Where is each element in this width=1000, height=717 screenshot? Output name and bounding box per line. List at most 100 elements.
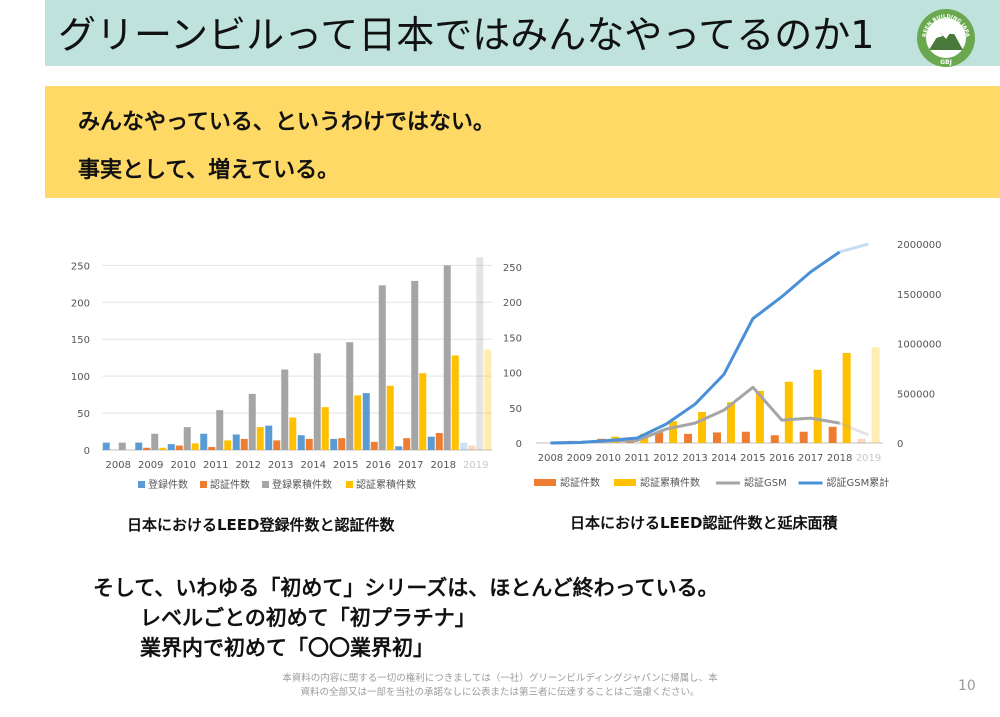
bar — [698, 412, 707, 443]
x-tick-label: 2014 — [711, 453, 736, 464]
bar — [175, 445, 183, 450]
x-tick-label: 2013 — [682, 453, 707, 464]
y-left-tick-label: 100 — [503, 369, 522, 380]
series-line-faded — [839, 421, 870, 437]
legend-label: 認証累積件数 — [356, 478, 416, 491]
y-tick-label: 100 — [71, 372, 90, 383]
y-left-tick-label: 200 — [503, 298, 522, 309]
x-tick-label: 2015 — [740, 453, 765, 464]
x-tick-label: 2017 — [798, 453, 823, 464]
legend-label: 認証件数 — [210, 478, 250, 491]
bar — [354, 395, 362, 450]
x-tick-label: 2016 — [366, 460, 391, 471]
callout-line-2: 事実として、増えている。 — [78, 158, 340, 183]
callout-line-1: みんなやっている、というわけではない。 — [78, 110, 495, 135]
legend-label: 登録累積件数 — [272, 478, 332, 491]
x-tick-label: 2016 — [769, 453, 794, 464]
y-left-tick-label: 150 — [503, 333, 522, 344]
y-left-tick-label: 50 — [509, 404, 522, 415]
y-right-tick-label: 0 — [897, 439, 903, 450]
y-right-tick-label: 2000000 — [897, 240, 942, 251]
bar — [857, 438, 866, 443]
legend-swatch — [138, 481, 145, 488]
copyright-line-2: 資料の全部又は一部を当社の承諾なしに公表または第三者に伝達することはご遠慮くださ… — [300, 687, 700, 698]
bar — [338, 438, 346, 450]
bar — [167, 444, 175, 450]
bar — [143, 447, 151, 450]
bar — [419, 373, 427, 450]
bar — [256, 427, 264, 450]
bar — [370, 441, 378, 450]
series-line — [550, 385, 840, 445]
x-tick-label: 2015 — [333, 460, 358, 471]
bar — [273, 440, 281, 450]
legend-swatch — [534, 479, 556, 486]
bar — [297, 435, 305, 450]
bar — [265, 425, 273, 450]
x-tick-label: 2010 — [171, 460, 196, 471]
legend-label: 登録件数 — [148, 478, 188, 491]
left-chart-caption: 日本におけるLEED登録件数と認証件数 — [127, 516, 395, 534]
series-line — [550, 250, 841, 445]
y-right-tick-label: 1000000 — [897, 340, 942, 351]
y-tick-label: 250 — [71, 261, 90, 272]
page-number: 10 — [958, 678, 976, 694]
x-tick-label: 2011 — [624, 453, 649, 464]
bar — [362, 393, 370, 450]
bar — [232, 434, 240, 450]
bar — [726, 402, 735, 443]
y-left-tick-label: 250 — [503, 263, 522, 274]
y-tick-label: 0 — [84, 446, 90, 457]
y-tick-label: 200 — [71, 298, 90, 309]
series-line-faded — [839, 242, 869, 254]
bar — [151, 433, 159, 450]
bar — [871, 347, 880, 443]
x-tick-label: 2008 — [538, 453, 563, 464]
bar — [240, 438, 248, 450]
bar — [330, 438, 338, 450]
bar — [403, 438, 411, 450]
bar — [427, 436, 435, 450]
bar — [451, 355, 459, 450]
x-tick-label: 2008 — [106, 460, 131, 471]
x-tick-label: 2014 — [301, 460, 326, 471]
legend-label: 認証件数 — [560, 476, 600, 489]
bar — [346, 342, 354, 450]
legend-label: 認証GSM — [744, 476, 787, 489]
y-tick-label: 50 — [77, 409, 90, 420]
bar — [755, 390, 764, 443]
bar — [183, 427, 191, 450]
x-tick-label: 2011 — [203, 460, 228, 471]
x-tick-label: 2012 — [236, 460, 261, 471]
logo-bottom-text: GBJ — [940, 59, 952, 66]
bar — [321, 407, 329, 450]
bar — [386, 385, 394, 450]
x-tick-label: 2009 — [567, 453, 592, 464]
bar — [224, 440, 232, 450]
x-tick-label: 2018 — [827, 453, 852, 464]
y-right-tick-label: 1500000 — [897, 290, 942, 301]
y-left-tick-label: 0 — [516, 439, 522, 450]
legend-label: 認証GSM累計 — [827, 476, 890, 489]
x-tick-label: 2018 — [431, 460, 456, 471]
y-right-tick-label: 500000 — [897, 389, 935, 400]
x-tick-label: 2017 — [398, 460, 423, 471]
bullet-line-3: 業界内で初めて「〇〇業界初」 — [140, 636, 434, 660]
bar — [378, 285, 386, 450]
bar — [248, 393, 256, 450]
bar — [208, 447, 216, 450]
bar — [813, 369, 822, 443]
x-tick-label: 2013 — [268, 460, 293, 471]
legend-swatch — [346, 481, 353, 488]
bar — [476, 257, 484, 450]
bar — [216, 410, 224, 450]
copyright-line-1: 本資料の内容に関する一切の権利につきましては（一社）グリーンビルディングジャパン… — [282, 673, 718, 684]
bar — [289, 417, 297, 450]
bullet-line-2: レベルごとの初めて「初プラチナ」 — [140, 606, 476, 630]
right-chart-caption: 日本におけるLEED認証件数と延床面積 — [570, 514, 838, 532]
bar — [784, 381, 793, 443]
bar — [200, 433, 208, 450]
slide-title: グリーンビルって日本ではみんなやってるのか1 — [58, 13, 875, 57]
bar — [411, 280, 419, 450]
bullet-line-1: そして、いわゆる「初めて」シリーズは、ほとんど終わっている。 — [93, 576, 719, 600]
